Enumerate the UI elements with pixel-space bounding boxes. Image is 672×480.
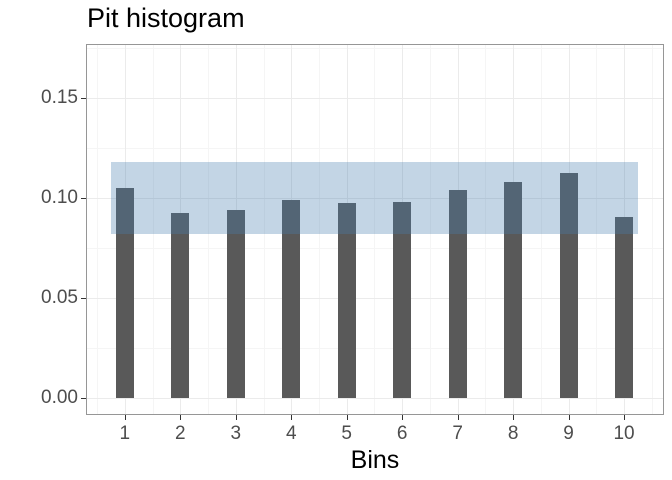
y-axis-tick bbox=[81, 298, 86, 299]
histogram-bar-bin-10 bbox=[615, 217, 634, 398]
x-tick-label: 10 bbox=[613, 423, 635, 444]
x-tick-label: 6 bbox=[396, 423, 408, 444]
confidence-band bbox=[110, 162, 638, 234]
x-axis-tick bbox=[513, 415, 515, 420]
y-axis-tick bbox=[81, 98, 86, 99]
histogram-bar-bin-5 bbox=[337, 203, 356, 398]
gridline-minor-vertical bbox=[152, 44, 154, 414]
histogram-bar-bin-8 bbox=[504, 182, 523, 398]
gridline-minor-vertical bbox=[485, 44, 487, 414]
y-tick-label: 0.00 bbox=[41, 387, 78, 408]
y-axis-tick bbox=[81, 198, 86, 199]
x-axis-title: Bins bbox=[350, 446, 400, 474]
gridline-minor-vertical bbox=[429, 44, 431, 414]
x-tick-label: 1 bbox=[119, 423, 131, 444]
x-tick-label: 5 bbox=[341, 423, 352, 444]
gridline-minor-vertical bbox=[374, 44, 376, 414]
x-axis-tick bbox=[291, 415, 293, 420]
y-tick-label: 0.10 bbox=[41, 187, 78, 208]
gridline-major-horizontal bbox=[86, 98, 664, 99]
histogram-bar-bin-1 bbox=[115, 188, 134, 398]
chart-title: Pit histogram bbox=[87, 3, 245, 33]
gridline-minor-vertical bbox=[97, 44, 99, 414]
y-tick-label: 0.05 bbox=[41, 287, 78, 308]
x-axis-tick bbox=[235, 415, 237, 420]
gridline-minor-vertical bbox=[540, 44, 542, 414]
x-axis-tick bbox=[568, 415, 570, 420]
x-tick-label: 2 bbox=[175, 423, 186, 444]
x-tick-label: 7 bbox=[452, 423, 463, 444]
histogram-bar-bin-7 bbox=[448, 190, 467, 398]
gridline-major-horizontal bbox=[86, 298, 664, 299]
gridline-minor-vertical bbox=[263, 44, 265, 414]
gridline-minor-vertical bbox=[208, 44, 210, 414]
histogram-bar-bin-9 bbox=[559, 173, 578, 398]
x-tick-label: 3 bbox=[230, 423, 242, 444]
x-axis-tick bbox=[346, 415, 348, 420]
gridline-major-horizontal bbox=[86, 398, 664, 399]
x-tick-label: 4 bbox=[285, 423, 297, 444]
histogram-bar-bin-4 bbox=[282, 200, 301, 398]
gridline-minor-vertical bbox=[318, 44, 320, 414]
x-tick-label: 8 bbox=[507, 423, 519, 444]
x-tick-label: 9 bbox=[563, 423, 574, 444]
histogram-bar-bin-3 bbox=[226, 210, 245, 398]
x-axis-tick bbox=[124, 415, 126, 420]
gridline-minor-vertical bbox=[651, 44, 653, 414]
gridline-major-horizontal bbox=[86, 198, 664, 199]
y-axis-tick bbox=[81, 398, 86, 399]
x-axis-tick bbox=[402, 415, 404, 420]
x-axis-tick bbox=[624, 415, 626, 420]
panel-border bbox=[86, 44, 664, 415]
histogram-bar-bin-6 bbox=[393, 202, 412, 398]
y-tick-label: 0.15 bbox=[41, 87, 78, 108]
histogram-bar-bin-2 bbox=[171, 213, 190, 398]
x-axis-tick bbox=[457, 415, 459, 420]
gridline-minor-vertical bbox=[596, 44, 598, 414]
x-axis-tick bbox=[180, 415, 182, 420]
